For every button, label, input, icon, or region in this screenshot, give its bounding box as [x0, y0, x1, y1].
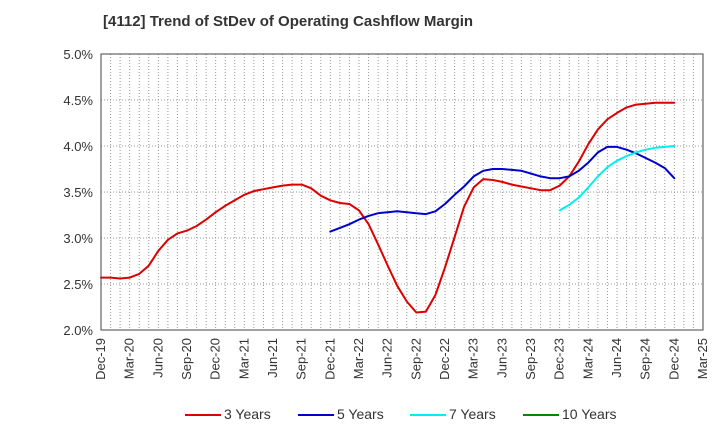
- x-tick-label: Jun-20: [150, 338, 165, 378]
- legend: 3 Years 5 Years 7 Years 10 Years: [0, 404, 720, 426]
- series-line-7-years: [558, 145, 676, 212]
- x-tick-label: Dec-21: [322, 338, 337, 380]
- y-tick-label: 3.0%: [63, 231, 93, 246]
- legend-swatch: [523, 414, 559, 416]
- legend-label: 10 Years: [562, 406, 617, 422]
- x-tick-label: Mar-21: [236, 338, 251, 379]
- x-tick-label: Mar-22: [351, 338, 366, 379]
- y-tick-label: 4.5%: [63, 93, 93, 108]
- x-tick-label: Sep-24: [638, 338, 653, 380]
- x-tick-label: Dec-22: [437, 338, 452, 380]
- x-tick-label: Jun-24: [609, 338, 624, 378]
- legend-swatch: [410, 414, 446, 416]
- y-tick-label: 5.0%: [63, 47, 93, 62]
- y-tick-label: 4.0%: [63, 139, 93, 154]
- plot-frame: [100, 53, 704, 331]
- legend-label: 5 Years: [337, 406, 384, 422]
- x-tick-label: Dec-24: [666, 338, 681, 380]
- legend-label: 7 Years: [449, 406, 496, 422]
- x-tick-label: Sep-20: [179, 338, 194, 380]
- y-tick-label: 2.5%: [63, 277, 93, 292]
- y-tick-label: 3.5%: [63, 185, 93, 200]
- x-tick-label: Dec-20: [208, 338, 223, 380]
- y-axis-ticks: 2.0% 2.5% 3.0% 3.5% 4.0% 4.5% 5.0%: [63, 47, 93, 338]
- x-tick-label: Sep-23: [523, 338, 538, 380]
- x-tick-label: Mar-25: [695, 338, 710, 379]
- x-tick-label: Mar-23: [466, 338, 481, 379]
- x-tick-label: Jun-21: [265, 338, 280, 378]
- x-tick-label: Dec-19: [93, 338, 108, 380]
- x-tick-label: Mar-24: [580, 338, 595, 379]
- x-tick-label: Sep-21: [294, 338, 309, 380]
- chart-title: [4112] Trend of StDev of Operating Cashf…: [103, 13, 474, 30]
- series-line-3-years: [100, 101, 676, 314]
- legend-swatch: [185, 414, 221, 416]
- series-lines: [100, 101, 676, 314]
- x-tick-label: Mar-20: [122, 338, 137, 379]
- grid-lines: [101, 54, 703, 330]
- x-tick-label: Dec-23: [552, 338, 567, 380]
- x-tick-label: Sep-22: [408, 338, 423, 380]
- y-tick-label: 2.0%: [63, 323, 93, 338]
- legend-swatch: [298, 414, 334, 416]
- series-line-5-years: [329, 145, 676, 233]
- legend-label: 3 Years: [224, 406, 271, 422]
- x-tick-label: Jun-22: [380, 338, 395, 378]
- x-axis-ticks: Dec-19 Mar-20 Jun-20 Sep-20 Dec-20 Mar-21 Jun-…: [93, 338, 710, 380]
- x-tick-label: Jun-23: [494, 338, 509, 378]
